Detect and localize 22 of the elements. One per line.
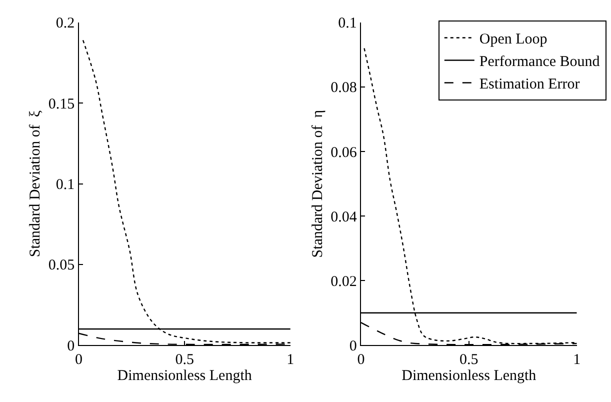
y-tick-label: 0: [67, 338, 75, 354]
x-tick-label: 0.5: [175, 352, 194, 368]
legend-label: Open Loop: [479, 32, 548, 48]
x-tick-label: 0.5: [460, 352, 478, 368]
legend-label: Performance Bound: [479, 54, 600, 70]
y-tick-label: 0.08: [330, 80, 357, 96]
x-axis-title: Dimensionless Length: [402, 368, 537, 384]
y-axis-title: Standard Deviation of η: [310, 110, 326, 258]
x-axis-title: Dimensionless Length: [117, 368, 252, 384]
y-tick-label: 0.02: [330, 274, 357, 290]
y-tick-label: 0.05: [48, 258, 75, 274]
x-tick-label: 1: [286, 352, 294, 368]
legend-label: Estimation Error: [479, 76, 580, 93]
x-tick-label: 1: [573, 352, 581, 368]
y-tick-label: 0.2: [56, 16, 75, 32]
y-tick-label: 0.04: [330, 209, 358, 226]
y-tick-label: 0: [349, 338, 357, 354]
y-tick-label: 0.06: [330, 144, 358, 161]
y-axis-title: Standard Deviation of ξ: [28, 110, 44, 258]
y-tick-label: 0.1: [56, 177, 75, 194]
y-tick-label: 0.1: [338, 16, 357, 32]
y-tick-label: 0.15: [48, 96, 75, 112]
